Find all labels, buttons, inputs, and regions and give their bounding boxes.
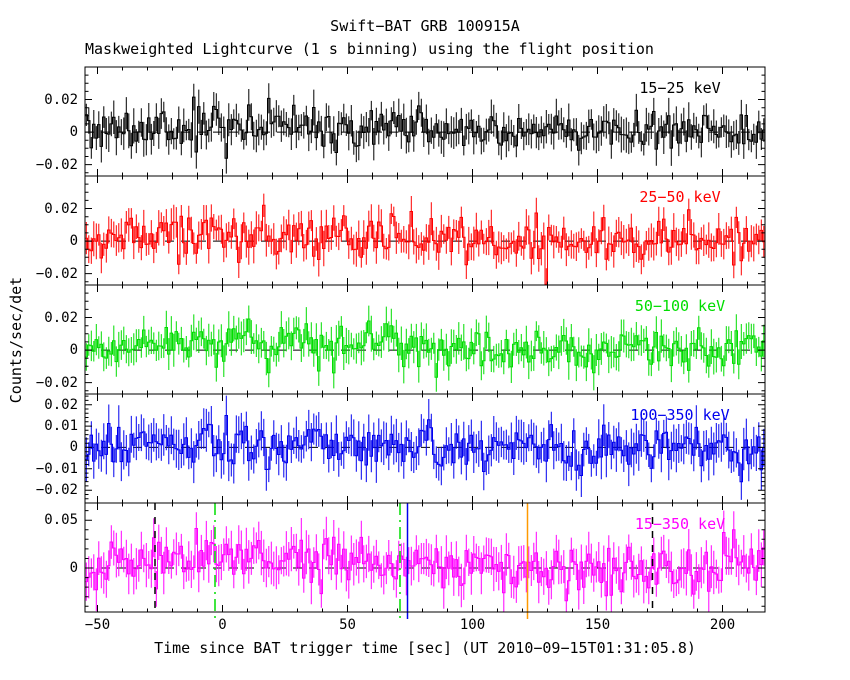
axis-ticks — [85, 503, 765, 612]
x-tick-label: 50 — [339, 617, 356, 633]
panel-data-4 — [85, 510, 765, 612]
axis-ticks — [85, 66, 765, 176]
panel-data-1 — [85, 193, 765, 285]
y-tick-label: 0 — [69, 124, 78, 141]
y-tick-label: 0 — [69, 560, 78, 577]
y-tick-label: −0.02 — [35, 265, 78, 282]
plot-title: Swift−BAT GRB 100915A — [330, 17, 520, 35]
x-tick-label: 100 — [459, 617, 486, 633]
panel-data-2 — [85, 305, 765, 392]
x-tick-label: 200 — [709, 617, 736, 633]
panel-data-0 — [85, 83, 765, 174]
y-tick-label: 0 — [69, 342, 78, 359]
axis-ticks — [85, 284, 765, 394]
x-axis-title: Time since BAT trigger time [sec] (UT 20… — [154, 639, 696, 657]
y-tick-label: 0 — [69, 439, 78, 456]
x-tick-label: 0 — [218, 617, 227, 633]
panel-label-band5: 15−350 keV — [634, 515, 726, 533]
x-tick-label: 150 — [584, 617, 611, 633]
panel-label-band2: 25−50 keV — [639, 188, 721, 206]
y-tick-label: 0.01 — [44, 418, 78, 435]
panel-label-band3: 50−100 keV — [634, 297, 726, 315]
y-tick-label: 0 — [69, 233, 78, 250]
panel-data-3 — [85, 395, 765, 500]
x-tick-label: −50 — [84, 617, 111, 633]
plot-subtitle: Maskweighted Lightcurve (1 s binning) us… — [85, 40, 654, 58]
y-tick-label: 0.02 — [44, 309, 78, 326]
y-tick-label: −0.02 — [35, 482, 78, 499]
y-tick-label: 0.02 — [44, 200, 78, 217]
y-tick-label: 0.02 — [44, 91, 78, 108]
panel-label-band1: 15−25 keV — [639, 79, 721, 97]
y-tick-label: −0.02 — [35, 374, 78, 391]
y-tick-label: 0.05 — [44, 512, 78, 529]
y-tick-label: −0.02 — [35, 156, 78, 173]
y-tick-label: 0.02 — [44, 396, 78, 413]
axis-ticks — [85, 175, 765, 285]
panel-label-band4: 100−350 keV — [630, 406, 730, 424]
axis-ticks — [85, 394, 765, 504]
y-tick-label: −0.01 — [35, 460, 78, 477]
